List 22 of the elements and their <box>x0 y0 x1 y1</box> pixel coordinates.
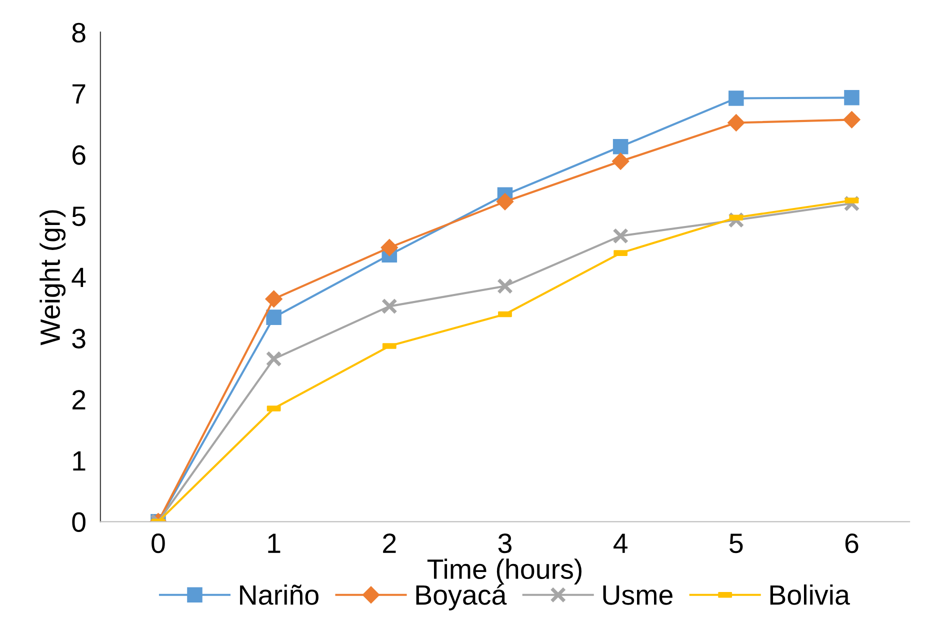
legend-label: Nariño <box>240 584 318 605</box>
x-tick-label: 5 <box>730 534 743 554</box>
y-tick-label: 2 <box>72 390 86 410</box>
y-tick-label: 1 <box>73 451 86 471</box>
y-tick-label: 0 <box>72 512 86 532</box>
legend-label: Usme <box>603 585 672 605</box>
x-tick-label: 6 <box>845 533 858 554</box>
legend-label: Bolivia <box>770 584 850 605</box>
y-tick-label: 7 <box>72 84 86 104</box>
y-tick-label: 5 <box>72 206 86 226</box>
y-tick-label: 4 <box>72 268 86 287</box>
y-tick-label: 6 <box>72 145 86 165</box>
x-tick-label: 1 <box>268 534 280 553</box>
x-tick-label: 4 <box>613 534 628 553</box>
x-tick-label: 2 <box>383 533 396 553</box>
x-tick-label: 3 <box>498 533 512 554</box>
legend-label: Boyacá <box>416 584 507 610</box>
y-tick-label: 8 <box>72 22 86 43</box>
x-axis-title: Time (hours) <box>427 558 582 585</box>
x-tick-label: 0 <box>152 533 165 554</box>
y-tick-label: 3 <box>72 328 86 348</box>
y-axis-title: Weight (gr) <box>40 210 66 346</box>
